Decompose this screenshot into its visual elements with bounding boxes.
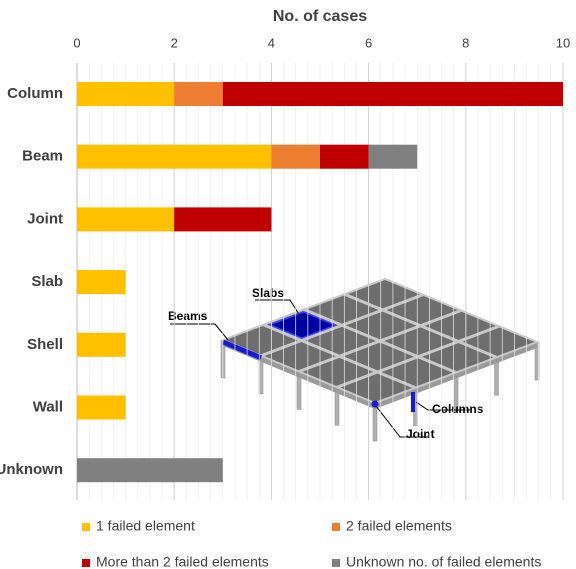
- bar-segment: [271, 144, 320, 169]
- leader: [170, 323, 229, 341]
- bar-segment: [222, 82, 564, 106]
- annotation: Columns: [432, 402, 484, 416]
- y-tick-label: Wall: [33, 398, 63, 415]
- bar-segment: [77, 458, 223, 483]
- column-highlight: [411, 392, 415, 412]
- bar-segment: [174, 207, 272, 232]
- beam: [260, 293, 424, 358]
- chart-title: No. of cases: [273, 8, 367, 25]
- legend-label: Unknown no. of failed elements: [346, 554, 541, 569]
- joint-highlight: [371, 400, 379, 408]
- legend-swatch: [332, 559, 340, 567]
- slab-highlight: [267, 311, 338, 339]
- legend-label: More than 2 failed elements: [96, 554, 269, 569]
- bar-segment: [368, 144, 418, 169]
- annotation: Beams: [168, 309, 208, 323]
- bar-segment: [174, 82, 223, 106]
- x-tick-label: 10: [556, 35, 570, 50]
- bar-segment: [77, 207, 175, 232]
- y-tick-label: Column: [7, 85, 63, 102]
- beam-highlight: [222, 339, 262, 361]
- x-tick-label: 4: [268, 35, 275, 50]
- illustration: Slabs Beams Columns Joint: [168, 277, 540, 442]
- y-tick-label: Unknown: [0, 461, 63, 478]
- beam: [298, 309, 462, 373]
- leader: [255, 299, 301, 317]
- y-tick-label: Beam: [22, 148, 63, 165]
- bar-segment: [320, 144, 369, 169]
- legend-label: 2 failed elements: [346, 518, 452, 534]
- y-tick-label: Slab: [31, 273, 63, 290]
- bar-segment: [77, 395, 126, 420]
- bar-segment: [77, 82, 175, 106]
- leader: [415, 401, 470, 411]
- y-tick-label: Shell: [27, 336, 63, 353]
- x-tick-label: 6: [365, 35, 372, 50]
- beam: [336, 324, 500, 389]
- bar-segment: [77, 144, 272, 169]
- annotation: Joint: [406, 427, 435, 441]
- leader: [375, 405, 430, 438]
- y-tick-label: Joint: [27, 210, 63, 227]
- legend-swatch: [82, 559, 90, 567]
- bar-segment: [77, 270, 126, 295]
- legend-swatch: [332, 523, 340, 531]
- annotation: Slabs: [252, 286, 284, 300]
- bar-segment: [77, 332, 126, 357]
- x-tick-label: 2: [171, 35, 178, 50]
- x-tick-label: 0: [73, 35, 80, 50]
- legend-label: 1 failed element: [96, 518, 195, 534]
- x-tick-label: 8: [462, 35, 469, 50]
- legend-swatch: [82, 523, 90, 531]
